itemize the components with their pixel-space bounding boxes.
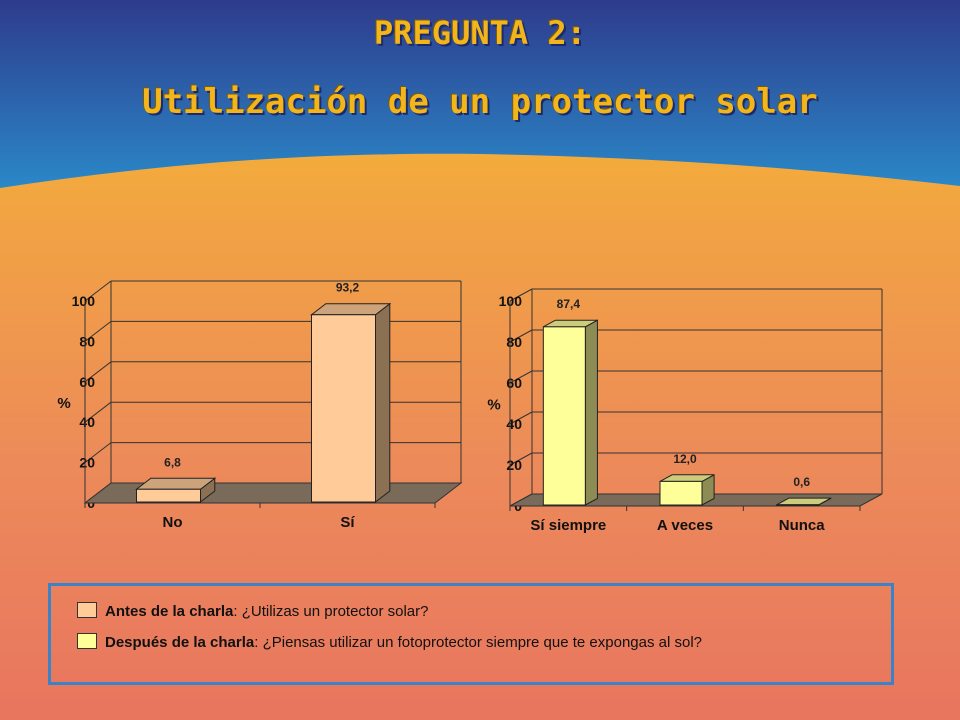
bar-front (659, 480, 703, 506)
data-label: 93,2 (336, 281, 360, 295)
y-axis-label: % (487, 397, 500, 414)
data-label: 12,0 (673, 452, 697, 466)
data-label: 87,4 (557, 297, 581, 311)
gridline-side (84, 401, 112, 423)
legend-box: Antes de la charla: ¿Utilizas un protect… (48, 583, 894, 685)
legend-swatch-antes (77, 602, 97, 618)
y-tick-label: 40 (506, 416, 522, 432)
gridline-side (84, 321, 112, 342)
bar-front (136, 488, 201, 503)
bar-front (311, 314, 376, 503)
gridline-side (84, 442, 112, 463)
gridline-side (84, 361, 112, 383)
x-category-label: A veces (657, 517, 713, 534)
legend-item-antes: Antes de la charla: ¿Utilizas un protect… (77, 602, 428, 620)
y-tick-label: 80 (79, 333, 95, 349)
y-tick-label: 20 (506, 457, 522, 473)
x-category-label: Nunca (779, 517, 826, 534)
bar-front (776, 504, 820, 506)
data-label: 0,6 (793, 475, 810, 489)
y-tick-label: 60 (79, 374, 95, 390)
gridline-side (509, 329, 533, 343)
x-category-label: Sí (340, 514, 355, 531)
bar-top (135, 477, 217, 490)
x-category-label: No (163, 514, 183, 531)
sky-banner (0, 0, 960, 188)
bar (659, 473, 715, 506)
slide-title: PREGUNTA 2: (374, 14, 586, 52)
gridline-side (509, 370, 533, 384)
bar-side (375, 302, 391, 504)
y-tick-label: 40 (79, 414, 95, 430)
bar-front (542, 326, 586, 506)
gridline-side (509, 411, 533, 425)
bar-top (310, 303, 392, 316)
legend-text-despues: : ¿Piensas utilizar un fotoprotector sie… (254, 634, 702, 651)
y-axis-label: % (57, 395, 70, 412)
legend-swatch-despues (77, 633, 97, 649)
y-tick-label: 100 (72, 293, 96, 309)
y-tick-label: 60 (506, 375, 522, 391)
legend-label-despues: Después de la charla (105, 634, 255, 651)
gridline-side (509, 452, 533, 466)
legend-item-despues: Después de la charla: ¿Piensas utilizar … (77, 633, 702, 651)
legend-label-antes: Antes de la charla (105, 603, 234, 620)
bar (310, 302, 392, 504)
bar (135, 477, 217, 504)
slide-subtitle: Utilización de un protector solar (142, 82, 818, 122)
bar (776, 497, 832, 506)
x-category-label: Sí siempre (530, 517, 606, 534)
legend-text-antes: : ¿Utilizas un protector solar? (233, 603, 429, 620)
bar-side (584, 319, 598, 506)
bar (542, 319, 598, 506)
gridline-side (84, 280, 112, 302)
gridline-side (509, 288, 533, 302)
data-label: 6,8 (164, 455, 181, 469)
y-tick-label: 80 (506, 334, 522, 350)
y-tick-label: 20 (79, 455, 95, 471)
